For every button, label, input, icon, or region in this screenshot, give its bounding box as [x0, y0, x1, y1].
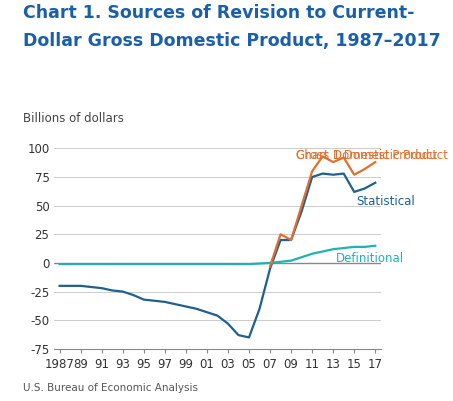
- Text: Statistical: Statistical: [357, 194, 415, 208]
- Text: Gross Domestic Product: Gross Domestic Product: [296, 149, 438, 162]
- Text: Chart 1. Sources of Revision to Current-: Chart 1. Sources of Revision to Current-: [23, 4, 414, 22]
- Text: Chart 1 Domestic Product: Chart 1 Domestic Product: [296, 149, 448, 162]
- Text: Dollar Gross Domestic Product, 1987–2017: Dollar Gross Domestic Product, 1987–2017: [23, 32, 440, 50]
- Text: Definitional: Definitional: [336, 252, 405, 265]
- Text: Billions of dollars: Billions of dollars: [23, 112, 124, 125]
- Text: U.S. Bureau of Economic Analysis: U.S. Bureau of Economic Analysis: [23, 383, 198, 393]
